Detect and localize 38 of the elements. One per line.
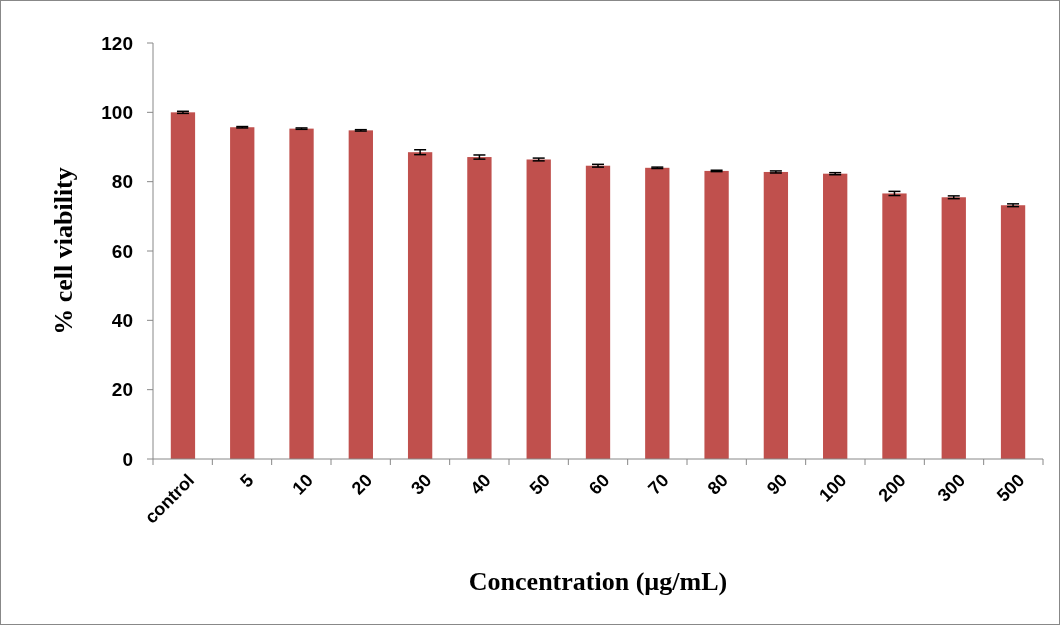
x-tick-label: 500: [992, 470, 1029, 506]
y-tick-label: 100: [101, 101, 133, 123]
x-tick-label: 200: [874, 470, 910, 506]
bar: [941, 197, 966, 459]
bar: [763, 171, 789, 459]
y-tick-label: 20: [111, 379, 133, 401]
bar: [645, 167, 670, 459]
x-tick-label: 50: [525, 470, 554, 499]
y-tick-label: 80: [111, 171, 133, 193]
bar: [170, 112, 196, 459]
bar: [1000, 205, 1026, 459]
bar: [526, 159, 551, 459]
x-tick-label: 100: [815, 470, 851, 506]
bar: [704, 170, 729, 459]
y-axis-title: % cell viability: [49, 167, 78, 335]
x-axis-title: Concentration (µg/mL): [468, 567, 728, 596]
bar: [348, 130, 373, 459]
bar: [289, 128, 314, 459]
x-tick-label: 300: [933, 470, 970, 506]
y-tick-label: 0: [122, 448, 133, 470]
bar: [823, 173, 848, 459]
x-tick-label: 70: [644, 470, 673, 499]
x-tick-label: 5: [236, 470, 258, 492]
bar: [585, 165, 611, 459]
x-tick-label: 10: [288, 470, 317, 499]
x-tick-label: 80: [703, 470, 732, 499]
x-tick-label: 90: [762, 470, 792, 499]
y-tick-label: 60: [111, 240, 133, 262]
bar: [882, 193, 907, 459]
x-tick-label: 60: [584, 470, 614, 499]
x-tick-label: 40: [466, 470, 495, 499]
bar: [407, 152, 433, 459]
x-tick-label: 30: [407, 470, 436, 499]
bar: [230, 127, 255, 459]
x-tick-label: 20: [347, 470, 377, 499]
y-tick-label: 40: [111, 309, 133, 331]
y-tick-label: 120: [101, 32, 133, 54]
bar: [467, 157, 492, 459]
